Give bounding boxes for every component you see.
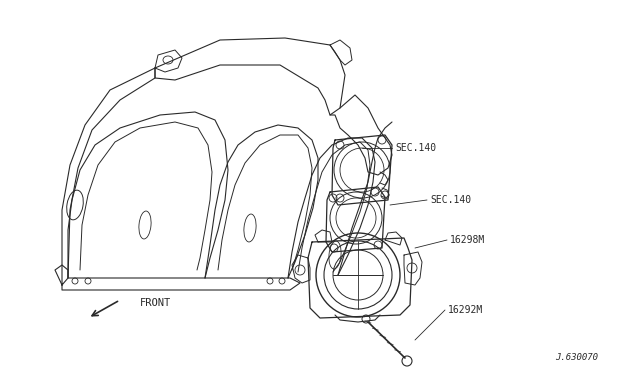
Text: 16298M: 16298M: [450, 235, 485, 245]
Text: 16292M: 16292M: [448, 305, 483, 315]
Text: J.630070: J.630070: [555, 353, 598, 362]
Text: SEC.140: SEC.140: [430, 195, 471, 205]
Text: FRONT: FRONT: [140, 298, 172, 308]
Text: SEC.140: SEC.140: [395, 143, 436, 153]
